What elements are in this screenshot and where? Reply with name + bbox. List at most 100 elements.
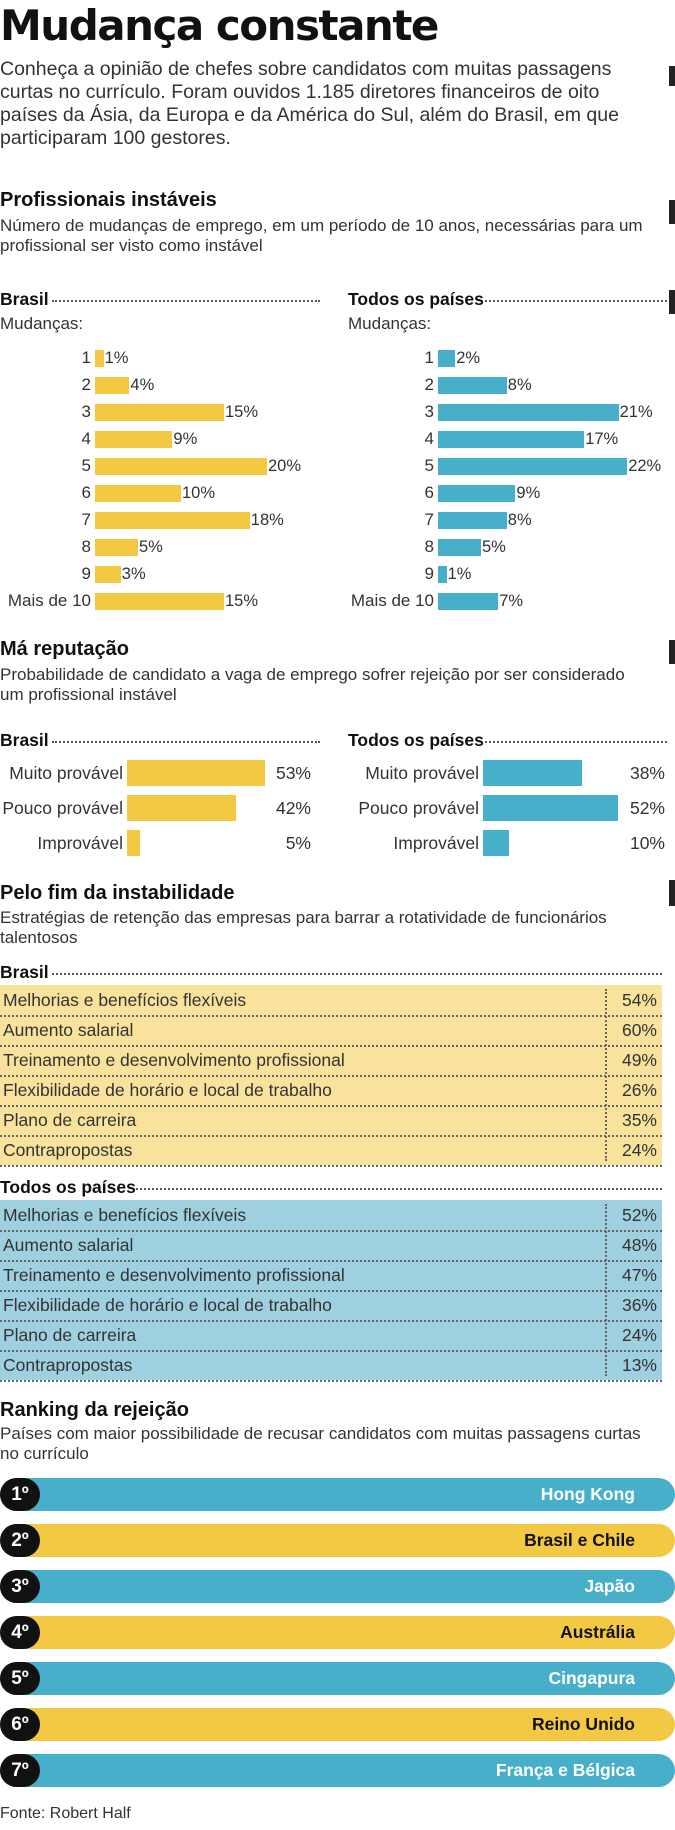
bar <box>438 431 585 448</box>
rank-badge: 7º <box>0 1754 40 1787</box>
ranking-row: 5º Cingapura <box>0 1662 675 1695</box>
row-value: 24% <box>621 1140 657 1160</box>
data-label: 42% <box>275 798 311 818</box>
data-label: 9% <box>516 484 541 502</box>
intro-text: Conheça a opinião de chefes sobre candid… <box>0 58 619 149</box>
column-divider <box>605 989 607 1161</box>
country-name: Cingapura <box>548 1668 635 1688</box>
row-value: 13% <box>621 1355 657 1375</box>
table-row: Aumento salarial 48% <box>0 1230 662 1262</box>
bar <box>95 350 104 367</box>
category-label: 3 <box>81 402 91 421</box>
section-subtitle-reputacao: Probabilidade de candidato a vaga de emp… <box>0 665 625 704</box>
category-label: 2 <box>81 375 91 394</box>
table-row: Contrapropostas 13% <box>0 1350 662 1382</box>
bar <box>127 795 237 821</box>
row-value: 60% <box>621 1020 657 1040</box>
data-label: 1% <box>447 565 472 583</box>
row-label: Plano de carreira <box>3 1325 137 1345</box>
axis-label-mudancas: Mudanças: <box>348 314 432 333</box>
row-label: Plano de carreira <box>3 1110 137 1130</box>
category-label: 7 <box>424 510 434 529</box>
divider <box>485 741 667 743</box>
bar <box>95 377 130 394</box>
table-title-todos: Todos os países <box>0 1177 136 1197</box>
data-label: 8% <box>507 376 532 394</box>
section-subtitle-ranking: Países com maior possibilidade de recusa… <box>0 1424 641 1463</box>
bar <box>438 593 499 610</box>
data-label: 4% <box>130 376 155 394</box>
row-value: 26% <box>621 1080 657 1100</box>
category-label: 9 <box>424 564 434 583</box>
divider <box>136 1188 662 1190</box>
row-value: 49% <box>621 1050 657 1070</box>
ranking-row: 4º Austrália <box>0 1616 675 1649</box>
rank-badge: 2º <box>0 1524 40 1557</box>
ranking-row: 3º Japão <box>0 1570 675 1603</box>
rank-badge: 3º <box>0 1570 40 1603</box>
bar <box>95 512 250 529</box>
bar <box>95 566 121 583</box>
data-label: 21% <box>619 403 653 421</box>
bar <box>483 830 509 856</box>
row-label: Treinamento e desenvolvimento profission… <box>3 1265 345 1285</box>
country-name: Hong Kong <box>540 1484 635 1504</box>
category-label: 1 <box>424 348 434 367</box>
table-row: Plano de carreira 35% <box>0 1105 662 1137</box>
table-title-brasil: Brasil <box>0 962 49 982</box>
divider <box>52 973 662 975</box>
row-label: Flexibilidade de horário e local de trab… <box>3 1080 332 1100</box>
bar <box>438 458 628 475</box>
rank-badge: 1º <box>0 1478 40 1511</box>
category-label: Mais de 10 <box>7 591 91 610</box>
table-row: Plano de carreira 24% <box>0 1320 662 1352</box>
category-label: 6 <box>81 483 91 502</box>
row-label: Contrapropostas <box>3 1355 133 1375</box>
chart-title-brasil-mudancas: Brasil <box>0 289 49 309</box>
category-label: 9 <box>81 564 91 583</box>
data-label: 8% <box>507 511 532 529</box>
edge-fragment <box>669 200 675 224</box>
category-label: Muito provável <box>9 763 123 783</box>
bar <box>95 593 224 610</box>
row-label: Flexibilidade de horário e local de trab… <box>3 1295 332 1315</box>
divider <box>485 300 667 302</box>
category-label: 2 <box>424 375 434 394</box>
table-row: Flexibilidade de horário e local de trab… <box>0 1290 662 1322</box>
category-label: Improvável <box>37 833 123 853</box>
bar <box>438 512 507 529</box>
data-label: 17% <box>585 430 619 448</box>
section-subtitle-instaveis: Número de mudanças de emprego, em um per… <box>0 216 643 255</box>
section-title-ranking: Ranking da rejeição <box>0 1399 189 1421</box>
bar <box>438 377 507 394</box>
table-row: Melhorias e benefícios flexíveis 54% <box>0 985 662 1017</box>
bar <box>438 350 456 367</box>
table-row: Aumento salarial 60% <box>0 1015 662 1047</box>
bar <box>127 830 140 856</box>
row-value: 48% <box>621 1235 657 1255</box>
category-label: 1 <box>81 348 91 367</box>
ranking-row: 1º Hong Kong <box>0 1478 675 1511</box>
data-label: 52% <box>629 798 665 818</box>
category-label: 8 <box>81 537 91 556</box>
edge-fragment <box>669 880 675 906</box>
data-label: 9% <box>173 430 198 448</box>
category-label: Improvável <box>393 833 479 853</box>
category-label: Muito provável <box>365 763 479 783</box>
bar <box>127 760 265 786</box>
rank-badge: 4º <box>0 1616 40 1649</box>
section-title-instaveis: Profissionais instáveis <box>0 189 217 211</box>
country-name: Reino Unido <box>531 1714 635 1734</box>
chart-title-todos-reputacao: Todos os países <box>348 730 484 750</box>
bar <box>95 431 173 448</box>
bar <box>95 485 181 502</box>
ranking-row: 2º Brasil e Chile <box>0 1524 675 1557</box>
bar <box>483 760 582 786</box>
country-name: Brasil e Chile <box>524 1530 635 1550</box>
row-label: Aumento salarial <box>3 1020 134 1040</box>
country-name: Austrália <box>560 1622 635 1642</box>
data-label: 3% <box>121 565 146 583</box>
data-label: 38% <box>629 763 665 783</box>
ranking-row: 6º Reino Unido <box>0 1708 675 1741</box>
table-row: Melhorias e benefícios flexíveis 52% <box>0 1200 662 1232</box>
